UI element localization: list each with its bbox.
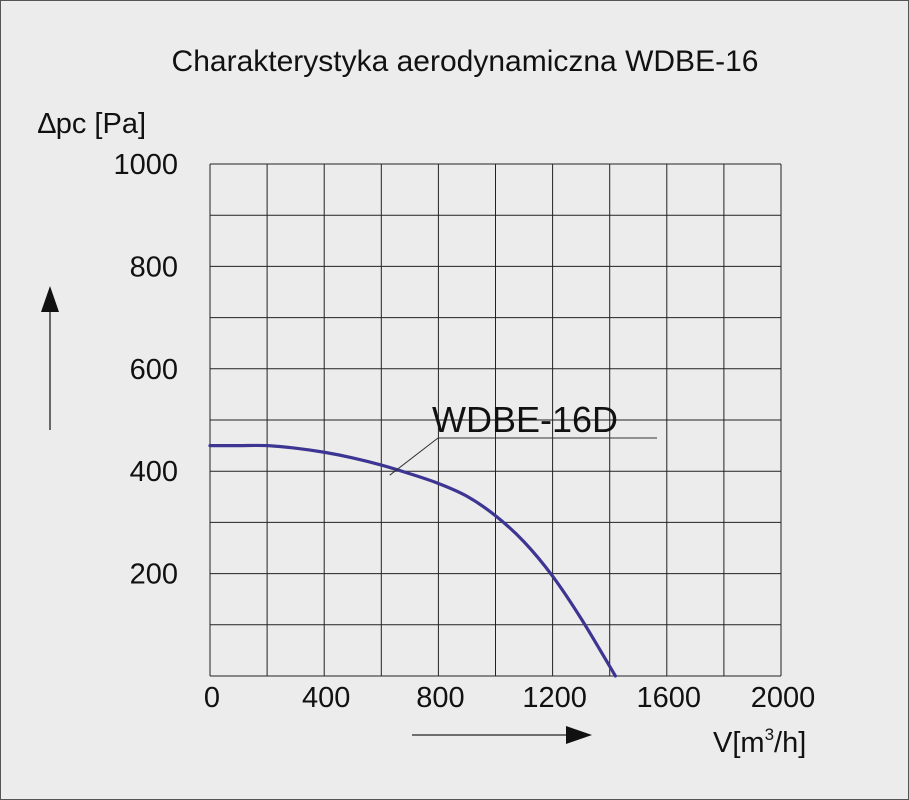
y-axis-label: ∆pc [Pa]: [38, 108, 146, 140]
x-axis-label: V[m3/h]: [713, 725, 806, 759]
grid: [209, 163, 782, 677]
y-tick-label: 600: [130, 354, 178, 386]
annotation-label: WDBE-16D: [432, 399, 618, 440]
series-line-wdbe-16d: [208, 443, 618, 678]
y-tick-label: 200: [130, 559, 178, 591]
x-axis-arrow: [412, 726, 592, 744]
x-axis-label-main: V[m: [713, 727, 765, 759]
x-tick-labels: 0 400 800 1200 1600 2000: [204, 682, 815, 714]
y-tick-label: 800: [130, 251, 178, 283]
x-tick-label: 800: [416, 682, 464, 714]
y-tick-label: 400: [130, 456, 178, 488]
y-tick-labels: 200 400 600 800 1000: [113, 149, 178, 591]
x-tick-label: 400: [302, 682, 350, 714]
y-tick-label: 1000: [113, 149, 178, 181]
chart-title: Charakterystyka aerodynamiczna WDBE-16: [172, 45, 759, 78]
x-axis-label-superscript: 3: [765, 725, 774, 744]
x-tick-label: 2000: [751, 682, 816, 714]
y-axis-arrow: [41, 286, 59, 430]
x-tick-label: 1200: [522, 682, 587, 714]
annotation-leader-line: [389, 437, 439, 476]
x-tick-label: 0: [204, 682, 220, 714]
x-axis-label-tail: /h]: [774, 727, 806, 759]
x-tick-label: 1600: [637, 682, 702, 714]
